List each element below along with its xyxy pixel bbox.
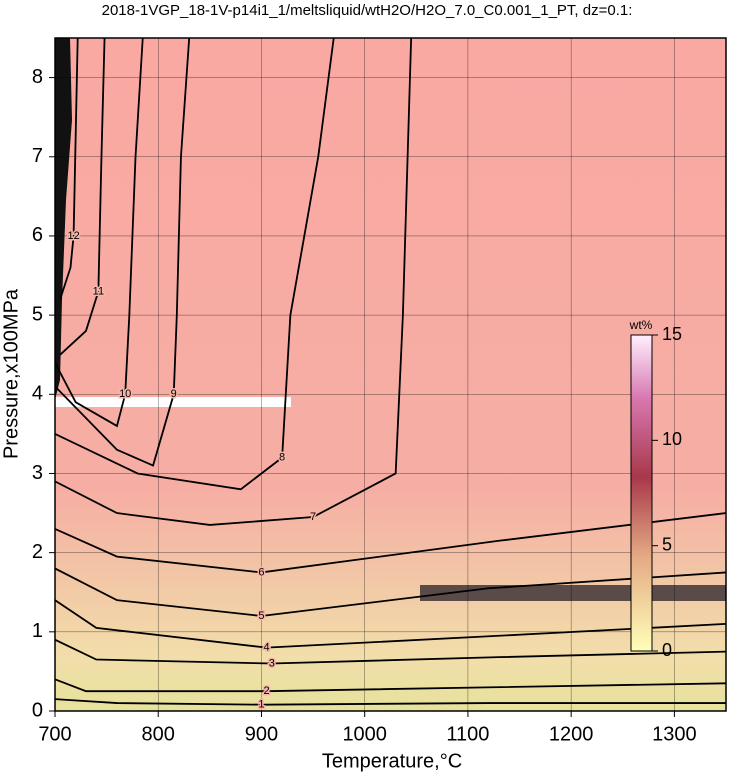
- contour-label: 6: [258, 566, 264, 578]
- y-tick-label: 8: [32, 66, 43, 88]
- y-tick-label: 6: [32, 224, 43, 246]
- x-tick-label: 1300: [652, 723, 697, 745]
- colorbar-tick-label: 15: [662, 324, 682, 344]
- y-tick-label: 0: [32, 699, 43, 721]
- contour-line: [55, 678, 726, 693]
- colorbar-tick-label: 10: [662, 429, 682, 449]
- contour-label: 2: [264, 685, 270, 697]
- contour-line: [55, 38, 413, 526]
- y-tick-label: 4: [32, 383, 43, 405]
- y-tick-label: 3: [32, 462, 43, 484]
- contour-label: 3: [269, 657, 275, 669]
- x-tick-label: 1100: [446, 723, 489, 745]
- x-tick-label: 1200: [549, 723, 594, 745]
- contour-line: [55, 38, 144, 428]
- contour-label: 1: [258, 699, 264, 711]
- contour-label: 7: [310, 511, 316, 523]
- contour-label: 11: [93, 285, 104, 297]
- x-axis-label: Temperature,°C: [322, 750, 462, 772]
- contour-label: 9: [171, 388, 177, 400]
- gap-band: [55, 397, 291, 407]
- y-tick-label: 2: [32, 541, 43, 563]
- colorbar-label: wt%: [629, 318, 653, 332]
- contour-label: 12: [67, 230, 79, 242]
- contour-line: [59, 38, 79, 300]
- contour-label: 8: [279, 452, 285, 464]
- contour-label: 10: [119, 388, 131, 400]
- contours: [55, 38, 726, 706]
- y-tick-label: 5: [32, 303, 43, 325]
- contour-line: [55, 567, 726, 617]
- contour-line: [55, 38, 335, 491]
- y-tick-label: 1: [32, 620, 43, 642]
- y-tick-label: 7: [32, 145, 43, 167]
- dark-band: [420, 585, 726, 601]
- x-tick-label: 900: [245, 723, 278, 745]
- contour-line: [59, 38, 106, 356]
- contour-line: [55, 512, 726, 574]
- colorbar-tick-label: 0: [662, 640, 672, 660]
- colorbar-tick-label: 5: [662, 534, 672, 554]
- contour-line: [55, 599, 726, 649]
- contour-label: 5: [258, 610, 264, 622]
- saturated-region: [55, 38, 72, 400]
- y-axis-label: Pressure,x100MPa: [0, 288, 22, 459]
- plot-background: [55, 38, 726, 711]
- contour-line: [55, 38, 191, 467]
- contour-line: [55, 698, 726, 706]
- chart-title: 2018-1VGP_18-1V-p14i1_1/meltsliquid/wtH2…: [102, 2, 633, 19]
- plot-frame: [54, 37, 727, 712]
- colorbar: [630, 334, 653, 652]
- x-tick-label: 700: [38, 723, 71, 745]
- x-tick-label: 800: [142, 723, 175, 745]
- contour-label: 4: [264, 642, 270, 654]
- colorbar-axis: 0 5 10 15: [652, 324, 682, 660]
- contour-line: [55, 638, 726, 665]
- x-tick-label: 1000: [342, 723, 387, 745]
